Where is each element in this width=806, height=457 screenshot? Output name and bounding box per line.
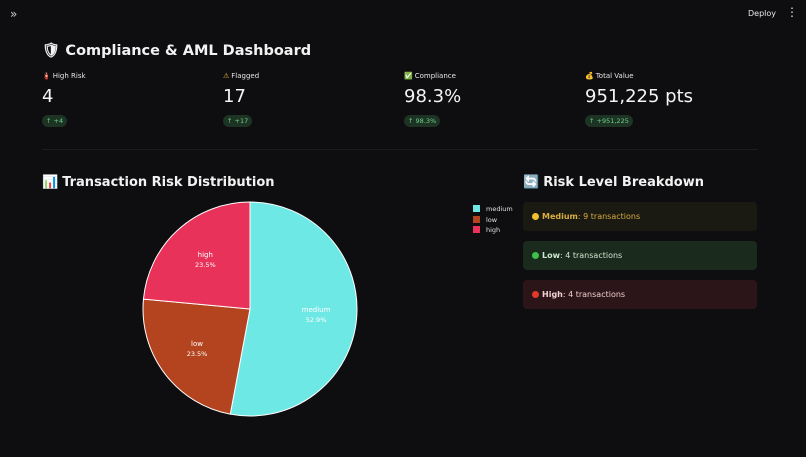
risk-box-medium: Medium: 9 transactions	[523, 202, 757, 231]
risk-level-name: Medium	[542, 212, 578, 221]
deploy-button[interactable]: Deploy	[748, 9, 777, 18]
metric-label: Compliance	[414, 72, 456, 80]
risk-box-high: High: 4 transactions	[523, 280, 757, 309]
shield-icon: 🛡	[42, 43, 61, 59]
risk-box-low: Low: 4 transactions	[523, 241, 757, 270]
legend-swatch	[473, 226, 480, 233]
pie-slice-medium[interactable]	[229, 201, 358, 417]
pie-section-title: 📊 Transaction Risk Distribution	[42, 175, 275, 190]
risk-pie-chart[interactable]: medium 52.9% low 23.5% high 23.5%	[140, 200, 360, 420]
legend-label: high	[486, 226, 501, 234]
warning-icon: ⚠	[223, 72, 230, 80]
pie-label-low: low	[191, 340, 203, 348]
metric-delta: ↑ 98.3%	[404, 115, 441, 127]
yellow-circle-icon	[532, 213, 539, 220]
risk-level-count: : 4 transactions	[562, 290, 626, 299]
money-bag-icon: 💰	[585, 72, 594, 80]
metric-value: 98.3%	[404, 86, 462, 107]
refresh-icon: 🔄	[523, 175, 540, 190]
risk-level-count: : 4 transactions	[559, 251, 623, 260]
metric-value: 4	[42, 86, 54, 107]
risk-level-name: High	[542, 290, 563, 299]
metric-flagged: ⚠ Flagged 17 ↑ +17	[223, 70, 259, 127]
metric-delta: ↑ +951,225	[585, 115, 633, 127]
pie-percent-medium: 52.9%	[306, 316, 327, 324]
pie-section-title-text: Transaction Risk Distribution	[62, 175, 275, 190]
risk-level-name: Low	[542, 251, 560, 260]
pie-label-high: high	[198, 251, 213, 259]
pie-label-medium: medium	[302, 306, 331, 314]
metric-total-value: 💰 Total Value 951,225 pts ↑ +951,225	[585, 70, 693, 127]
metric-delta: ↑ +17	[223, 115, 253, 127]
legend-label: medium	[486, 205, 513, 213]
pie-percent-low: 23.5%	[187, 350, 208, 358]
pie-slice-low[interactable]	[142, 298, 251, 415]
metric-delta: ↑ +4	[42, 115, 68, 127]
legend-item-low[interactable]: low	[473, 215, 513, 226]
green-circle-icon	[532, 252, 539, 259]
metric-label: Flagged	[231, 72, 260, 80]
red-circle-icon	[532, 291, 539, 298]
metric-value: 951,225 pts	[585, 86, 694, 107]
main-menu-icon[interactable]: ⋮	[786, 5, 798, 19]
breakdown-section-title: 🔄 Risk Level Breakdown	[523, 175, 704, 190]
legend-swatch	[473, 205, 480, 212]
legend-item-medium[interactable]: medium	[473, 204, 513, 215]
pie-percent-high: 23.5%	[195, 261, 216, 269]
chart-legend[interactable]: medium low high	[473, 204, 513, 236]
risk-level-count: : 9 transactions	[577, 212, 641, 221]
pie-slice-high[interactable]	[142, 201, 251, 310]
fire-extinguisher-icon: 🧯	[42, 72, 51, 80]
page-title-text: Compliance & AML Dashboard	[65, 43, 312, 59]
legend-label: low	[486, 215, 498, 224]
metric-label: High Risk	[52, 72, 86, 80]
top-bar: » Deploy ⋮	[0, 0, 806, 32]
expand-sidebar-icon[interactable]: »	[10, 7, 18, 21]
legend-item-high[interactable]: high	[473, 225, 513, 236]
metric-high-risk: 🧯 High Risk 4 ↑ +4	[42, 70, 86, 127]
legend-swatch	[473, 215, 480, 223]
page-title: 🛡 Compliance & AML Dashboard	[42, 42, 311, 59]
check-icon: ✅	[404, 72, 413, 80]
section-divider	[42, 149, 758, 150]
metric-value: 17	[223, 86, 246, 107]
bar-chart-icon: 📊	[42, 175, 59, 190]
metric-label: Total Value	[595, 72, 634, 80]
breakdown-section-title-text: Risk Level Breakdown	[543, 175, 704, 190]
metric-compliance: ✅ Compliance 98.3% ↑ 98.3%	[404, 70, 461, 127]
